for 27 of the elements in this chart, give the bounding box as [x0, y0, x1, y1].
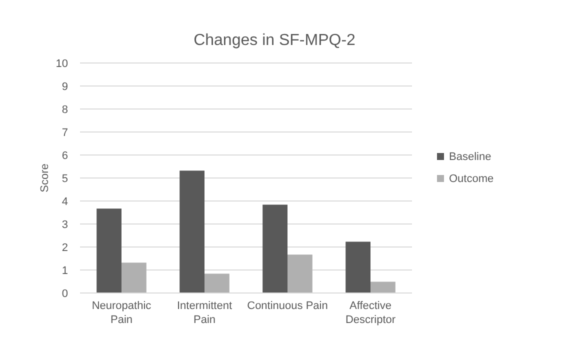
y-tick-label: 8 — [62, 104, 68, 116]
y-tick-label: 1 — [62, 264, 68, 277]
bar — [96, 208, 122, 293]
bar — [370, 282, 396, 293]
y-tick-label: 2 — [62, 242, 68, 254]
y-tick-label: 4 — [62, 196, 68, 208]
y-tick-label: 3 — [62, 218, 68, 231]
bar — [262, 204, 288, 293]
y-tick-label: 7 — [62, 126, 68, 139]
y-tick-label: 0 — [62, 288, 68, 300]
x-tick-label: Affective Descriptor — [345, 300, 396, 326]
legend-label: Outcome — [449, 172, 494, 185]
y-tick-label: 6 — [62, 150, 68, 162]
bar — [180, 170, 204, 293]
x-tick-label: Continuous Pain — [247, 300, 328, 312]
x-tick-label: Neuropathic Pain — [92, 300, 152, 326]
legend-label: Baseline — [449, 150, 492, 163]
bar — [288, 254, 312, 293]
y-tick-label: 9 — [62, 80, 68, 93]
bar — [346, 242, 370, 293]
y-tick-label: 10 — [56, 58, 68, 70]
chart-title: Changes in SF-MPQ-2 — [194, 32, 356, 49]
y-tick-label: 5 — [62, 172, 68, 185]
bar — [204, 274, 230, 293]
y-axis-title: Score — [39, 164, 51, 192]
bar — [122, 262, 146, 293]
x-tick-label: Intermittent Pain — [176, 300, 232, 326]
